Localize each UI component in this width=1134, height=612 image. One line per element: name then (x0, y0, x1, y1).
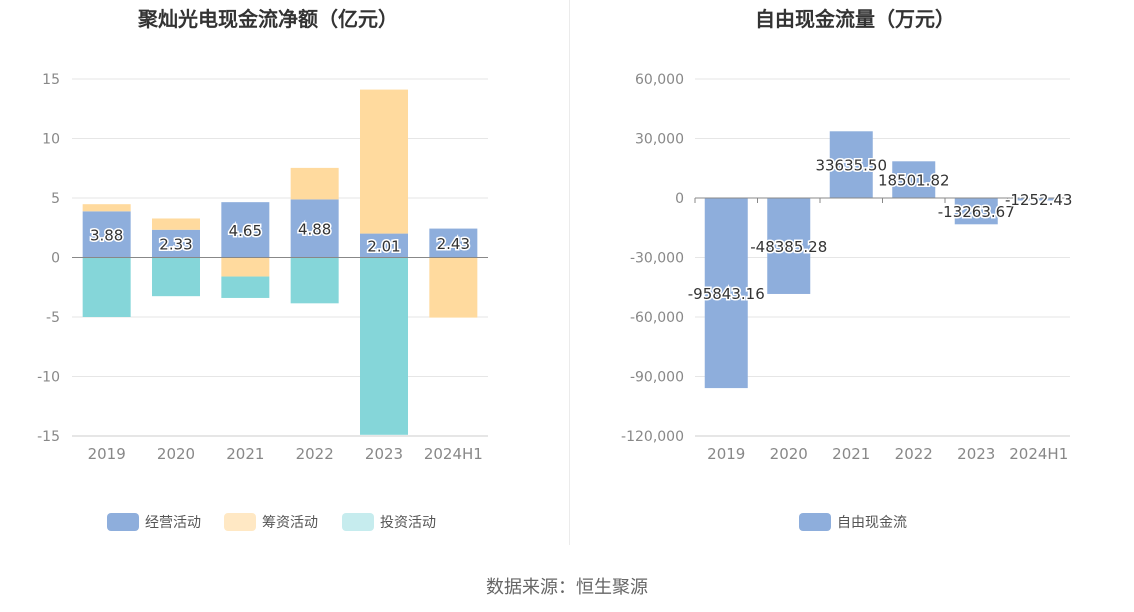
bar-investing (152, 257, 200, 297)
bar-free-cash-flow (767, 198, 811, 294)
legend-item-financing[interactable]: 筹资活动 (224, 513, 318, 531)
y-tick-label: -90,000 (630, 370, 684, 386)
data-source: 数据来源：恒生聚源 (486, 577, 648, 598)
data-label: 2.01 (367, 238, 400, 256)
bar-operating (82, 211, 131, 258)
x-tick-label: 2022 (296, 445, 334, 463)
data-label: -95843.16 (688, 285, 765, 303)
data-label: 4.88 (298, 220, 331, 238)
legend-swatch (342, 513, 374, 531)
legend-swatch (107, 513, 139, 531)
bar-investing (360, 257, 408, 435)
legend-item-investing[interactable]: 投资活动 (342, 513, 436, 531)
bar-financing (429, 257, 478, 318)
free-cash-flow-chart: 自由现金流量（万元） 60,000 30,000 0 -30,000 -60,000 -90… (621, 7, 1074, 531)
bar-operating (221, 202, 270, 258)
bar-investing (82, 257, 131, 317)
x-tick-label: 2019 (707, 445, 745, 463)
x-tick-label: 2024H1 (1009, 445, 1068, 463)
legend-label: 筹资活动 (262, 514, 318, 531)
x-tick-label: 2022 (895, 445, 933, 463)
data-label: 3.88 (90, 226, 123, 244)
bar-financing (360, 89, 408, 234)
bar-free-cash-flow (1017, 198, 1061, 201)
bar-investing (221, 276, 270, 298)
bar-financing (82, 204, 131, 212)
y-tick-label: -15 (37, 429, 60, 445)
x-tick-label: 2019 (88, 445, 126, 463)
y-tick-label: 5 (51, 191, 60, 207)
y-tick-label: -5 (46, 310, 60, 326)
data-label: 2.43 (437, 235, 470, 253)
bar-free-cash-flow (892, 161, 936, 198)
chart-divider (569, 0, 570, 545)
data-label: 18501.82 (878, 172, 950, 190)
y-tick-label: 30,000 (635, 132, 684, 148)
data-label: -48385.28 (750, 238, 827, 256)
bar-financing (221, 257, 270, 277)
data-label: 2.33 (159, 236, 192, 254)
y-tick-label: 10 (42, 132, 60, 148)
bar-free-cash-flow (829, 131, 873, 198)
bar-financing (152, 218, 200, 230)
legend-item-operating[interactable]: 经营活动 (107, 513, 201, 531)
data-label: -13263.67 (938, 203, 1015, 221)
x-tick-label: 2020 (157, 445, 195, 463)
y-tick-label: 60,000 (635, 72, 684, 88)
bar-operating (360, 233, 408, 258)
bar-operating (429, 228, 478, 258)
cash-flow-net-chart: 聚灿光电现金流净额（亿元） 15 10 5 0 -5 -10 -15 2019 2020 2021 2… (37, 7, 488, 531)
data-label: 4.65 (229, 222, 262, 240)
bar-investing (290, 257, 339, 304)
bar-operating (290, 199, 339, 258)
legend-label: 投资活动 (380, 515, 436, 531)
bar-operating (152, 229, 200, 258)
legend-swatch (224, 513, 256, 531)
legend-label: 经营活动 (145, 515, 201, 531)
x-tick-label: 2021 (226, 445, 264, 463)
legend-label: 自由现金流 (837, 515, 907, 531)
x-tick-label: 2023 (365, 445, 403, 463)
legend-item-free-cash-flow[interactable]: 自由现金流 (799, 513, 907, 531)
legend-swatch (799, 513, 831, 531)
y-tick-label: -120,000 (621, 429, 684, 445)
x-tick-label: 2024H1 (424, 445, 483, 463)
y-tick-label: 15 (42, 72, 60, 88)
y-tick-label: -10 (37, 370, 60, 386)
data-label: 33635.50 (815, 157, 887, 175)
bar-free-cash-flow (704, 198, 748, 389)
x-tick-label: 2021 (832, 445, 870, 463)
chart-title: 聚灿光电现金流净额（亿元） (137, 7, 398, 31)
x-tick-label: 2020 (770, 445, 808, 463)
data-label: -1252.43 (1005, 191, 1072, 209)
chart-title: 自由现金流量（万元） (755, 7, 955, 31)
y-tick-label: -30,000 (630, 251, 684, 267)
y-tick-label: 0 (51, 251, 60, 267)
bar-financing (290, 167, 339, 200)
bar-free-cash-flow (954, 198, 998, 225)
y-tick-label: 0 (675, 191, 684, 207)
y-tick-label: -60,000 (630, 310, 684, 326)
x-tick-label: 2023 (957, 445, 995, 463)
